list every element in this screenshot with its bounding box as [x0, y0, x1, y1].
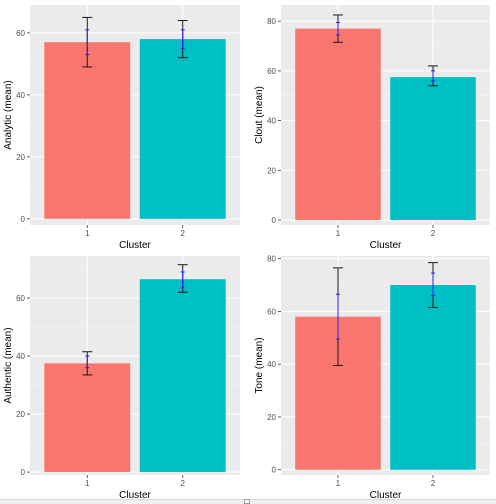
authentic-y-tick-label: 20	[16, 410, 25, 419]
tone-x-tick-label: 1	[336, 479, 341, 488]
analytic-y-tick-label: 60	[16, 29, 25, 38]
tone-x-tick-label: 2	[431, 479, 436, 488]
tone-y-axis-title: Tone (mean)	[254, 337, 265, 393]
analytic-bar-cluster-2	[139, 39, 226, 219]
clout-x-axis-title: Cluster	[370, 240, 402, 251]
authentic-x-tick-label: 1	[85, 479, 90, 488]
tone-y-tick-label: 60	[267, 307, 276, 316]
authentic-bar-cluster-1	[44, 363, 131, 473]
authentic-x-tick-label: 2	[181, 479, 186, 488]
authentic-y-tick-label: 0	[21, 468, 26, 477]
tone-x-axis-title: Cluster	[370, 490, 402, 501]
analytic-y-axis-title: Analytic (mean)	[3, 80, 14, 149]
clout-y-tick-label: 60	[267, 67, 276, 76]
tone-y-tick-label: 0	[272, 466, 277, 475]
analytic-bar-cluster-1	[44, 42, 131, 219]
clout-panel: 0 20 40 60 80 1 2 Cluster Clout (mean)	[254, 5, 490, 251]
analytic-x-tick-label: 1	[85, 229, 90, 238]
clout-y-axis-title: Clout (mean)	[254, 86, 265, 144]
authentic-y-tick-label: 60	[16, 294, 25, 303]
clout-x-tick-label: 2	[431, 229, 436, 238]
tone-y-tick-label: 20	[267, 413, 276, 422]
analytic-y-tick-label: 0	[21, 215, 26, 224]
clout-bar-cluster-1	[295, 28, 381, 221]
authentic-bar-cluster-2	[139, 279, 226, 473]
analytic-x-axis-title: Cluster	[119, 240, 151, 251]
clout-bar-cluster-2	[390, 77, 476, 221]
clout-x-tick-label: 1	[336, 229, 341, 238]
analytic-panel: 0 20 40 60 1 2 Cluster Analytic (mean)	[3, 5, 240, 251]
tone-y-tick-label: 40	[267, 360, 276, 369]
authentic-y-tick-label: 40	[16, 352, 25, 361]
clout-y-tick-label: 20	[267, 166, 276, 175]
authentic-x-axis-title: Cluster	[119, 490, 151, 501]
resize-handle[interactable]	[244, 499, 250, 504]
authentic-y-axis-title: Authentic (mean)	[3, 327, 14, 403]
analytic-x-tick-label: 2	[181, 229, 186, 238]
analytic-y-tick-label: 20	[16, 153, 25, 162]
clout-y-tick-label: 40	[267, 117, 276, 126]
analytic-y-tick-label: 40	[16, 91, 25, 100]
authentic-panel: 0 20 40 60 1 2 Cluster Authentic (mean)	[3, 256, 240, 501]
clout-y-tick-label: 80	[267, 17, 276, 26]
clout-y-tick-label: 0	[272, 216, 277, 225]
tone-y-tick-label: 80	[267, 255, 276, 264]
tone-panel: 0 20 40 60 80 1 2 Cluster Tone (mean)	[254, 255, 490, 501]
tone-bar-cluster-2	[390, 285, 476, 470]
